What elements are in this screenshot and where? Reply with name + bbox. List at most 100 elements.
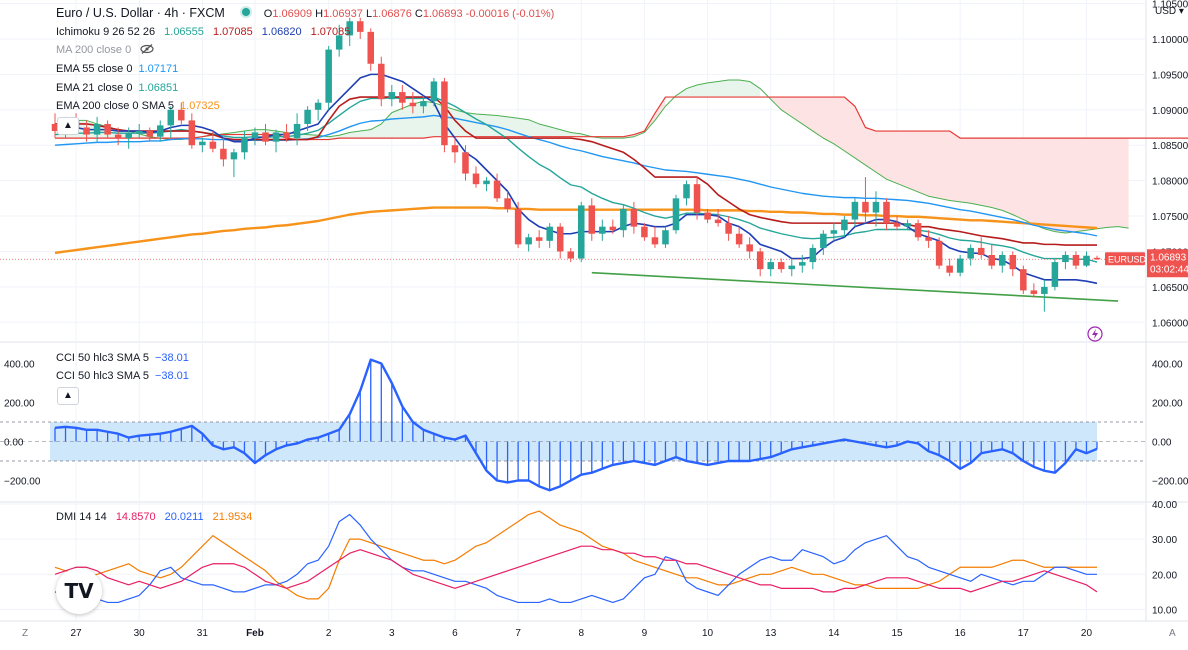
candle-body (167, 109, 175, 126)
dmi-tick-label: 30.00 (1152, 535, 1177, 546)
candle-body (125, 132, 132, 139)
candle-body (630, 208, 638, 227)
candle-body (956, 258, 964, 273)
candle (230, 148, 238, 178)
candle-body (51, 123, 59, 132)
candle (1083, 251, 1090, 268)
cci-tick-label: −200.00 (1152, 477, 1188, 488)
candle-body (493, 180, 501, 199)
symbol-title[interactable]: Euro / U.S. Dollar · 4h · FXCM (56, 6, 225, 20)
candle (504, 191, 511, 213)
candle (777, 258, 785, 273)
candle-body (756, 251, 764, 270)
candle (220, 138, 227, 167)
candle-body (662, 230, 669, 245)
candle (830, 223, 838, 241)
candle (356, 17, 364, 39)
ichimoku-cloud-bearish (770, 97, 1129, 234)
candle-body (367, 31, 375, 64)
candle (704, 208, 711, 224)
candle-body (525, 237, 532, 245)
time-tick-label: Feb (246, 628, 264, 639)
candle (409, 92, 417, 114)
candle-body (714, 219, 722, 224)
time-tick-label: 3 (389, 628, 395, 639)
candle (1020, 265, 1027, 294)
candle (178, 102, 185, 124)
candle (125, 127, 132, 149)
time-tick-label: 7 (515, 628, 521, 639)
candle-body (1020, 269, 1027, 291)
candle (651, 226, 659, 248)
candle-body (1051, 262, 1059, 287)
candle (262, 123, 269, 146)
legend-ema200[interactable]: EMA 200 close 0 SMA 5 1.07325 (56, 100, 220, 112)
time-tick-label: 17 (1018, 628, 1030, 639)
candle-body (725, 223, 732, 234)
candle-body (567, 251, 575, 259)
legend-ema21[interactable]: EMA 21 close 0 1.06851 (56, 82, 179, 94)
candle (735, 226, 743, 248)
candle (914, 219, 922, 241)
zoom-reset-button[interactable]: Z (22, 628, 28, 639)
candle (662, 226, 669, 248)
candle (272, 129, 280, 153)
candle-body (1030, 290, 1038, 294)
time-tick-label: 27 (70, 628, 82, 639)
candle-body (430, 81, 438, 102)
candle-body (620, 208, 627, 231)
candle-body (904, 223, 911, 227)
legend-ichimoku[interactable]: Ichimoku 9 26 52 26 1.06555 1.07085 1.06… (56, 26, 351, 38)
eye-off-icon[interactable] (140, 44, 154, 54)
cci-tick-label-left: 0.00 (4, 438, 24, 449)
cci-tick-label-left: −200.00 (4, 477, 41, 488)
candle-body (409, 102, 417, 107)
collapse-cci-legend-button[interactable]: ▲ (57, 387, 79, 405)
time-tick-label: 10 (702, 628, 714, 639)
candle (314, 99, 322, 121)
candle-body (535, 237, 543, 241)
chart-header: Euro / U.S. Dollar · 4h · FXCM O1.06909 … (56, 6, 554, 20)
legend-dmi[interactable]: DMI 14 14 14.8570 20.0211 21.9534 (56, 511, 253, 523)
candle (788, 258, 796, 277)
candle-body (178, 109, 185, 121)
cci-tick-label: 400.00 (1152, 360, 1183, 371)
candle-body (399, 92, 406, 103)
candle (367, 28, 375, 71)
candle-body (356, 21, 364, 32)
candle-body (588, 205, 596, 234)
candle (104, 120, 111, 139)
candle (135, 123, 143, 139)
auto-scale-button[interactable]: A (1169, 628, 1176, 639)
candle (430, 77, 438, 107)
candle-body (283, 132, 290, 139)
legend-cci-2[interactable]: CCI 50 hlc3 SMA 5 −38.01 (56, 370, 189, 382)
dmi-tick-label: 40.00 (1152, 500, 1177, 511)
candle (525, 233, 532, 252)
candle (83, 120, 90, 142)
candle-body (746, 244, 753, 252)
candle (999, 251, 1006, 273)
candle-body (893, 223, 901, 227)
candle (293, 113, 301, 146)
legend-cci-1[interactable]: CCI 50 hlc3 SMA 5 −38.01 (56, 352, 189, 364)
tradingview-logo-icon[interactable]: TV (56, 568, 102, 614)
candle-body (609, 226, 617, 231)
legend-ema55[interactable]: EMA 55 close 0 1.07171 (56, 63, 179, 75)
candle-body (514, 208, 522, 245)
candle (851, 198, 859, 227)
candle (883, 198, 890, 231)
collapse-legend-button[interactable]: ▲ (57, 117, 79, 135)
candle (872, 191, 880, 227)
candle (388, 85, 396, 107)
support-trendline (591, 271, 1119, 302)
candle-body (1062, 255, 1069, 263)
candle-body (883, 201, 890, 224)
legend-ma200[interactable]: MA 200 close 0 (56, 43, 154, 57)
candle-body (146, 131, 153, 137)
time-tick-label: 14 (828, 628, 840, 639)
candle-body (967, 247, 974, 259)
candle (756, 247, 764, 277)
candle (809, 244, 817, 270)
